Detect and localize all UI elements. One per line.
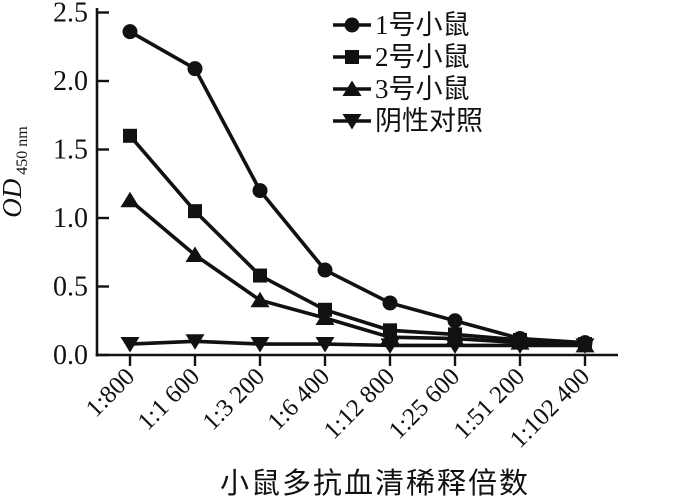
- data-point-circle: [382, 295, 398, 311]
- data-point-triangle-down: [120, 337, 140, 353]
- x-tick-label: 1:25 600: [384, 363, 465, 444]
- data-point-triangle-up: [342, 80, 362, 96]
- data-point-triangle-down: [445, 338, 465, 354]
- data-point-square: [345, 50, 359, 64]
- series-line: [128, 198, 586, 348]
- legend-item: 阴性对照: [333, 106, 483, 136]
- legend-item: 3号小鼠: [333, 74, 470, 104]
- legend-label: 2号小鼠: [375, 42, 470, 72]
- data-point-square: [123, 128, 137, 143]
- data-point-triangle-down: [575, 338, 595, 354]
- legend-label: 阴性对照: [375, 106, 483, 136]
- legend-label: 3号小鼠: [375, 74, 470, 104]
- data-point-triangle-up: [250, 291, 270, 308]
- data-point-triangle-up: [315, 309, 335, 326]
- data-point-circle: [252, 183, 268, 199]
- y-tick-label: 2.5: [53, 0, 88, 29]
- y-tick-label: 2.0: [53, 66, 88, 97]
- data-point-triangle-down: [185, 334, 205, 350]
- data-point-square: [188, 204, 202, 219]
- series-line: [129, 30, 586, 345]
- data-point-triangle-down: [342, 114, 362, 130]
- data-point-circle: [317, 262, 333, 278]
- y-tick-label: 1.5: [53, 135, 88, 166]
- data-point-circle: [122, 24, 138, 40]
- series-4: [120, 334, 595, 354]
- series-2: [123, 128, 592, 352]
- data-point-triangle-down: [315, 337, 335, 353]
- x-tick-label: 1:800: [81, 363, 140, 422]
- y-axis-title-subscript: 450 nm: [14, 126, 31, 175]
- legend-item: 1号小鼠: [333, 10, 470, 40]
- x-tick-label: 1:3 200: [198, 363, 271, 436]
- data-point-square: [253, 268, 267, 283]
- legend-label: 1号小鼠: [375, 10, 470, 40]
- x-tick-label: 1:12 800: [319, 363, 400, 444]
- data-point-circle: [447, 313, 463, 329]
- data-point-triangle-up: [185, 246, 205, 262]
- data-point-triangle-down: [380, 338, 400, 354]
- data-point-circle: [187, 61, 203, 77]
- y-tick-label: 0.5: [53, 272, 88, 303]
- series-1: [122, 24, 593, 351]
- series-line: [129, 339, 585, 348]
- data-point-triangle-down: [250, 337, 270, 353]
- x-axis-title: 小鼠多抗血清稀释倍数: [220, 467, 530, 500]
- data-point-triangle-up: [120, 191, 140, 208]
- legend-item: 2号小鼠: [333, 42, 470, 72]
- y-tick-label: 0.0: [53, 340, 88, 371]
- data-point-triangle-down: [510, 338, 530, 354]
- y-axis-title: OD 450 nm: [0, 126, 31, 218]
- series-line: [128, 134, 586, 346]
- data-point-circle: [344, 17, 360, 33]
- y-tick-label: 1.0: [53, 203, 88, 234]
- y-axis-title-main: OD: [0, 178, 27, 217]
- x-tick-label: 1:1 600: [133, 363, 206, 436]
